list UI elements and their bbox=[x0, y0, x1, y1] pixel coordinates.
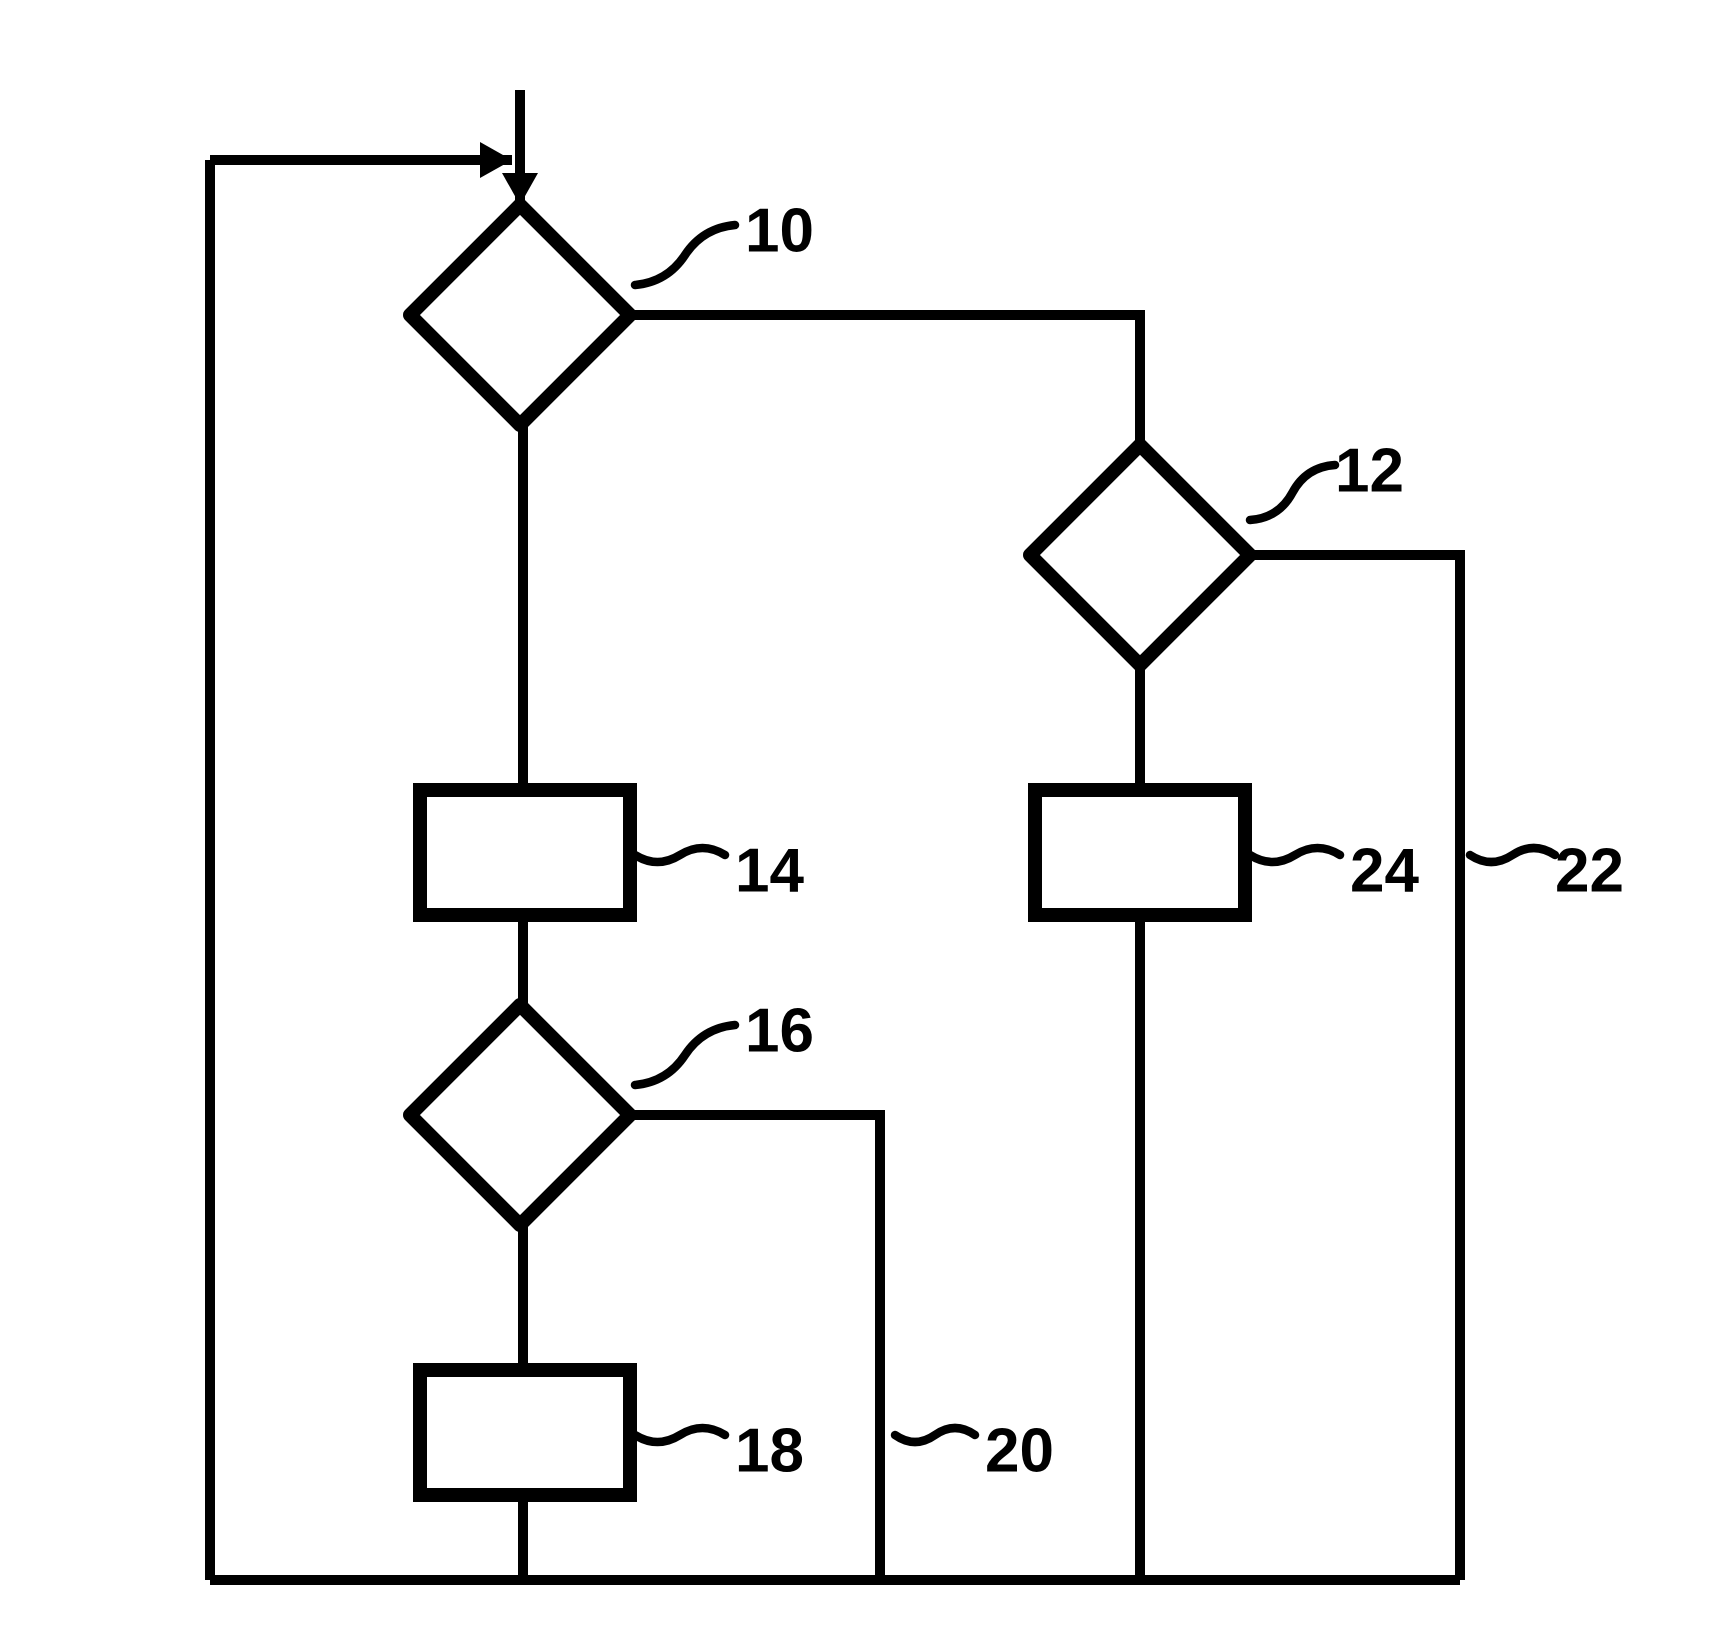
leader-line bbox=[635, 225, 735, 285]
arrowhead-icon bbox=[480, 142, 512, 178]
leader-line bbox=[635, 848, 725, 862]
process-14 bbox=[420, 790, 630, 915]
node-label: 24 bbox=[1350, 836, 1419, 905]
edge bbox=[1250, 555, 1460, 1580]
node-label: 12 bbox=[1335, 436, 1404, 505]
decision-16 bbox=[410, 1005, 630, 1225]
edge bbox=[630, 315, 1140, 445]
decision-12 bbox=[1030, 445, 1250, 665]
node-label: 18 bbox=[735, 1416, 804, 1485]
node-label: 10 bbox=[745, 196, 814, 265]
leader-line bbox=[635, 1428, 725, 1442]
leader-line bbox=[895, 1428, 975, 1442]
leader-line bbox=[1250, 465, 1335, 520]
edge bbox=[630, 1115, 880, 1580]
leader-line bbox=[1250, 848, 1340, 862]
nodes-layer bbox=[410, 205, 1250, 1495]
process-18 bbox=[420, 1370, 630, 1495]
leader-line bbox=[1470, 848, 1555, 862]
node-label: 20 bbox=[985, 1416, 1054, 1485]
node-label: 14 bbox=[735, 836, 804, 905]
edges-layer bbox=[210, 90, 1460, 1580]
process-24 bbox=[1035, 790, 1245, 915]
flowchart-canvas: 10 12 14 24 16 18 20 22 bbox=[0, 0, 1720, 1639]
node-label: 16 bbox=[745, 996, 814, 1065]
decision-10 bbox=[410, 205, 630, 425]
node-label: 22 bbox=[1555, 836, 1624, 905]
leader-line bbox=[635, 1025, 735, 1085]
